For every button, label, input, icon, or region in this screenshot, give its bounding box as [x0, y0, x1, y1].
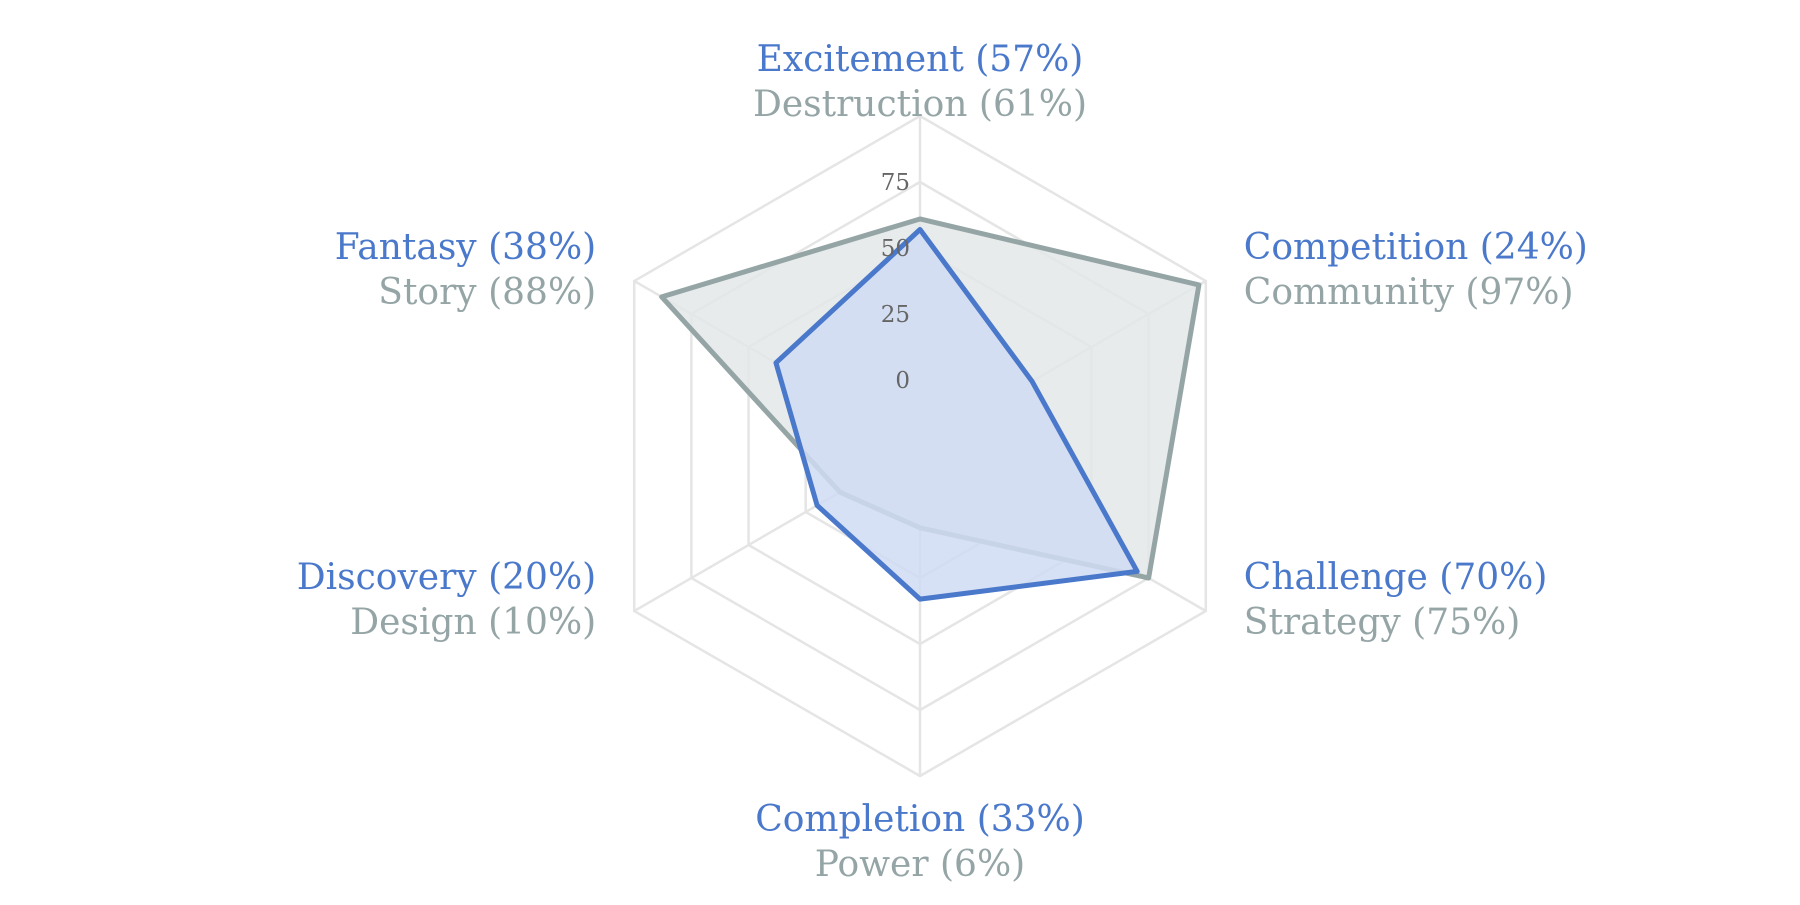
axis-label-secondary: Destruction (61%): [753, 84, 1087, 125]
tick-label: 75: [881, 170, 910, 196]
tick-label: 50: [881, 236, 910, 262]
radar-axis-labels: Excitement (57%)Destruction (61%) Competi…: [297, 39, 1588, 885]
tick-label: 0: [895, 368, 910, 394]
primary-series-area: [773, 227, 1140, 602]
tick-label: 25: [881, 302, 910, 328]
axis-label-secondary: Design (10%): [350, 602, 596, 643]
axis-label-primary: Fantasy (38%): [335, 227, 596, 268]
radar-series: [659, 216, 1202, 602]
axis-label-primary: Challenge (70%): [1244, 557, 1548, 598]
axis-label-secondary: Strategy (75%): [1244, 602, 1521, 643]
axis-label-primary: Discovery (20%): [297, 557, 596, 598]
axis-label-primary: Competition (24%): [1244, 227, 1588, 268]
axis-label-secondary: Community (97%): [1244, 272, 1574, 313]
axis-label-secondary: Power (6%): [815, 844, 1025, 885]
axis-label-primary: Excitement (57%): [757, 39, 1084, 80]
axis-label-primary: Completion (33%): [755, 799, 1085, 840]
radar-tick-labels: 0 25 50 75: [881, 170, 910, 394]
axis-label-secondary: Story (88%): [378, 272, 596, 313]
